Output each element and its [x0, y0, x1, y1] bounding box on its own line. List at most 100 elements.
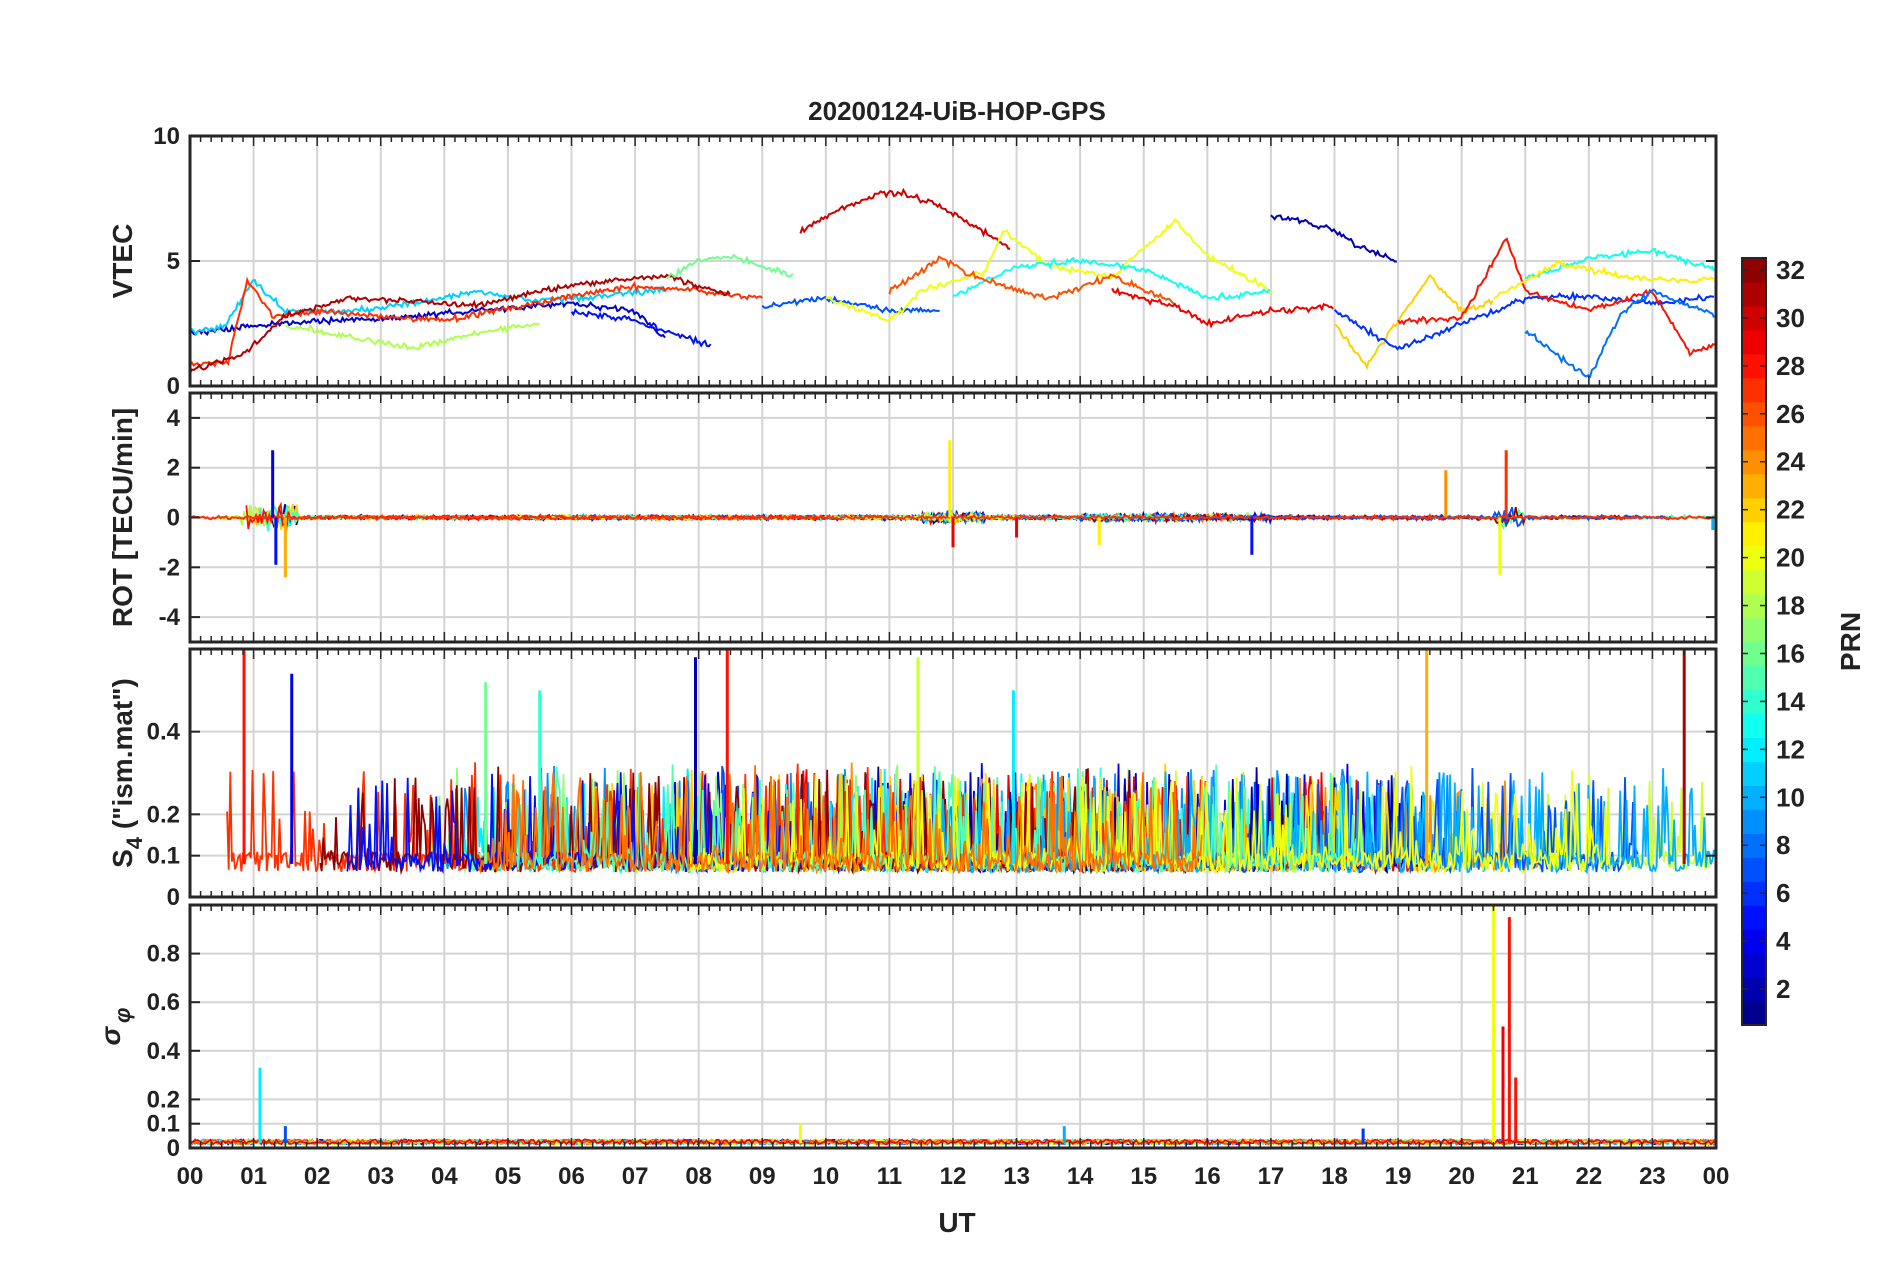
- colorbar-tick-label: 14: [1776, 686, 1805, 716]
- vtec-series-prn-22: [1334, 273, 1494, 371]
- panel-rot: -4 -2 0 2 4 ROT [TECU/min]: [107, 391, 1718, 644]
- y-tick-label: 4: [167, 405, 181, 432]
- y-tick-label: 0.6: [147, 989, 180, 1016]
- colorbar-segment: [1742, 761, 1766, 786]
- y-tick-label: 0.4: [147, 1038, 181, 1065]
- vtec-series-prn-6: [1333, 290, 1715, 351]
- colorbar-segment: [1742, 905, 1766, 930]
- x-tick-label: 09: [749, 1163, 776, 1190]
- plot-area-rot: [190, 440, 1716, 578]
- y-tick-label: 0.1: [147, 1111, 180, 1138]
- colorbar-label: PRN: [1835, 612, 1866, 671]
- vtec-series-prn-30: [799, 187, 1011, 250]
- rot-series: [190, 513, 1715, 522]
- colorbar-tick-label: 8: [1776, 830, 1790, 860]
- y-tick-label: -2: [159, 554, 180, 581]
- vtec-series-prn-18: [285, 322, 540, 351]
- colorbar-tick-label: 22: [1776, 495, 1805, 525]
- y-tick-label: 0: [167, 505, 180, 532]
- y-tick-label: -4: [159, 604, 181, 631]
- colorbar-tick-label: 2: [1776, 974, 1790, 1004]
- x-axis-label: UT: [938, 1207, 975, 1238]
- y-tick-label: 0.2: [147, 801, 180, 828]
- y-tick-label: 0.8: [147, 941, 180, 968]
- x-tick-label: 14: [1067, 1163, 1094, 1190]
- x-tick-label: 07: [622, 1163, 649, 1190]
- ylabel-part: 4: [122, 836, 147, 849]
- colorbar-tick-label: 32: [1776, 255, 1805, 285]
- colorbar-tick-label: 28: [1776, 351, 1805, 381]
- colorbar-segment: [1742, 809, 1766, 834]
- colorbar-frame: [1741, 257, 1767, 1026]
- colorbar-tick-label: 16: [1776, 638, 1805, 668]
- x-tick-label: 19: [1385, 1163, 1412, 1190]
- x-tick-label: 18: [1321, 1163, 1348, 1190]
- ylabel-part: S: [107, 849, 138, 868]
- colorbar-tick-label: 10: [1776, 782, 1805, 812]
- x-tick-label: 23: [1639, 1163, 1666, 1190]
- x-tick-label: 12: [940, 1163, 967, 1190]
- x-tick-label: 06: [558, 1163, 585, 1190]
- vtec-series-prn-8: [1524, 288, 1715, 379]
- s4-series: [687, 766, 1613, 875]
- vtec-series-prn-7: [761, 295, 940, 315]
- x-tick-label: 03: [367, 1163, 394, 1190]
- vtec-series-prn-16: [666, 253, 794, 280]
- ylabel-part: ("ism.mat"): [107, 678, 138, 837]
- colorbar-segment: [1742, 281, 1766, 307]
- vtec-series-prn-21: [1492, 260, 1716, 300]
- vtec-series-prn-28: [1397, 237, 1715, 357]
- minor-ticks-rot: [189, 393, 1717, 642]
- vtec-series-prn-2: [1270, 214, 1397, 263]
- x-tick-label: 13: [1003, 1163, 1030, 1190]
- colorbar-segment: [1742, 665, 1766, 691]
- y-tick-label: 0: [167, 1135, 180, 1162]
- panel-vtec: 0 5 10 VTEC: [107, 123, 1718, 400]
- minor-ticks-vtec: [189, 136, 1717, 386]
- colorbar-segment: [1742, 617, 1766, 643]
- vtec-series-prn-13: [952, 256, 1271, 301]
- colorbar-tick-label: 18: [1776, 591, 1805, 621]
- colorbar-segment: [1742, 953, 1766, 978]
- vtec-series-prn-29: [1111, 286, 1334, 329]
- y-tick-label: 10: [153, 123, 180, 150]
- x-tick-label: 04: [431, 1163, 458, 1190]
- colorbar-segment: [1742, 377, 1766, 403]
- panel-sigma_phi: 00.10.2 0.4 0.6 0.8 σφ 00 01 02 03 04 05 06 07 08 09 10…: [95, 903, 1730, 1190]
- y-axis-label-s4: S4 ("ism.mat"): [107, 678, 147, 868]
- colorbar-segment: [1742, 857, 1766, 882]
- colorbar-segment: [1742, 713, 1766, 738]
- vtec-series-prn-11: [190, 278, 666, 337]
- vtec-series-prn-26: [888, 255, 1177, 306]
- x-tick-label: 22: [1575, 1163, 1602, 1190]
- colorbar-tick-label: 30: [1776, 303, 1805, 333]
- x-tick-label: 16: [1194, 1163, 1221, 1190]
- x-tick-label: 05: [495, 1163, 522, 1190]
- chart-title: 20200124-UiB-HOP-GPS: [808, 96, 1106, 126]
- x-tick-label: 15: [1130, 1163, 1157, 1190]
- colorbar-segment: [1742, 521, 1766, 547]
- y-tick-label: 0.1: [147, 843, 180, 870]
- vtec-series-prn-13: [1524, 248, 1716, 280]
- x-tick-label: 08: [685, 1163, 712, 1190]
- x-tick-label: 00: [1703, 1163, 1730, 1190]
- minor-ticks-sigma_phi: [189, 905, 1717, 1148]
- x-tick-label: 17: [1258, 1163, 1285, 1190]
- colorbar-segment: [1742, 1001, 1766, 1026]
- y-tick-label: 2: [167, 455, 180, 482]
- colorbar-segment: [1742, 425, 1766, 451]
- y-axis-label-vtec: VTEC: [107, 224, 138, 299]
- colorbar-tick-label: 4: [1776, 926, 1791, 956]
- grid-sigma_phi: [189, 905, 1717, 1149]
- colorbar-tick-label: 6: [1776, 878, 1790, 908]
- s4-series: [477, 765, 1203, 875]
- plot-area-s4: [226, 649, 1716, 876]
- y-tick-label: 5: [167, 248, 180, 275]
- x-tick-label: 02: [304, 1163, 331, 1190]
- x-tick-label: 00: [177, 1163, 204, 1190]
- colorbar-segment: [1742, 473, 1766, 499]
- x-tick-label: 20: [1448, 1163, 1475, 1190]
